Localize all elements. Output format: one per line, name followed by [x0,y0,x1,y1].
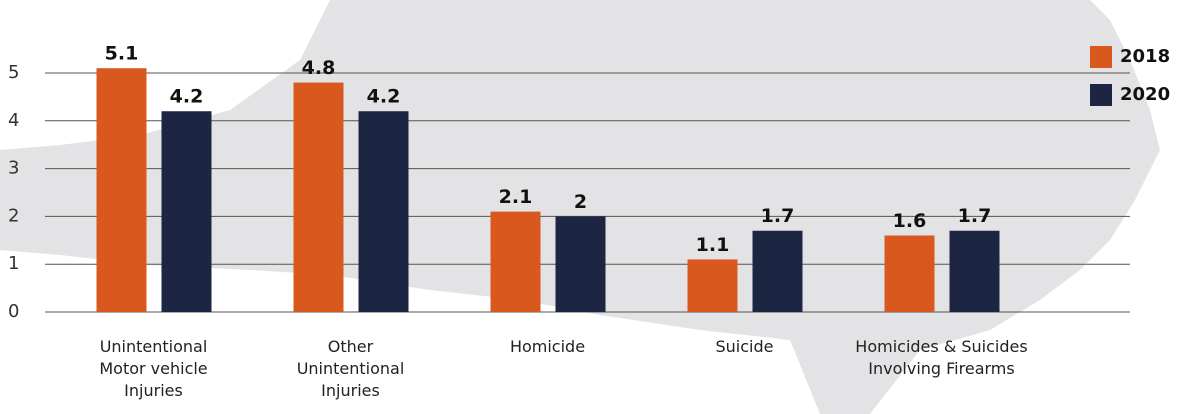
map-background [0,0,1160,414]
data-label: 4.2 [170,86,204,108]
x-tick-label: Homicide [509,337,586,356]
legend-swatch [1090,84,1112,106]
legend-label: 2020 [1120,84,1170,105]
data-label: 1.7 [958,205,992,227]
y-tick-label: 5 [8,62,19,83]
y-tick-label: 1 [8,253,19,274]
data-label: 2.1 [499,186,533,208]
bar [293,82,344,312]
data-label: 1.6 [893,210,927,232]
y-tick-label: 4 [8,110,19,131]
legend-swatch [1090,46,1112,68]
x-tick-label: Unintentional Motor vehicle Injuries [99,337,208,400]
x-tick-label: Homicides & Suicides Involving Firearms [855,337,1028,378]
x-tick-label: Suicide [715,337,774,356]
bar [96,68,147,312]
legend-label: 2018 [1120,46,1170,67]
bar [358,111,409,313]
bar [555,216,606,312]
y-tick-label: 3 [8,158,19,179]
data-label: 4.8 [302,57,336,79]
data-label: 1.1 [696,234,730,256]
bar [949,230,1000,312]
x-tick-label: Other Unintentional Injuries [296,337,405,400]
bar [161,111,212,313]
y-tick-label: 0 [8,301,19,322]
data-label: 2 [574,191,587,213]
bar [490,211,541,312]
bar [884,235,935,312]
data-label: 4.2 [367,86,401,108]
data-label: 1.7 [761,205,795,227]
data-label: 5.1 [105,43,139,65]
y-tick-label: 2 [8,205,19,226]
bar [752,230,803,312]
bar [687,259,738,312]
